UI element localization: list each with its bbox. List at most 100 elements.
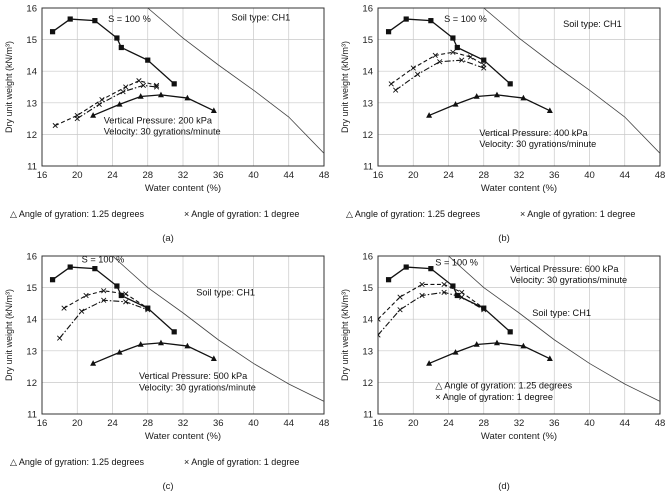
series-line-2 bbox=[54, 80, 157, 127]
saturation-line bbox=[483, 8, 660, 154]
series-line-3 bbox=[76, 84, 157, 120]
data-point-triangle bbox=[116, 101, 123, 107]
data-point-cross bbox=[52, 122, 58, 129]
y-axis-label: Dry unit weight (kN/m³) bbox=[4, 289, 14, 381]
data-point-cross bbox=[61, 305, 67, 311]
panel-label: (c) bbox=[162, 481, 173, 492]
series-line-0 bbox=[52, 18, 175, 85]
data-point-triangle bbox=[452, 101, 459, 107]
y-tick-label: 11 bbox=[27, 162, 37, 173]
data-point-cross bbox=[136, 78, 142, 84]
panel-label: (b) bbox=[498, 233, 510, 244]
data-point-square bbox=[428, 266, 434, 272]
data-point-square bbox=[403, 264, 409, 270]
y-tick-label: 11 bbox=[27, 410, 37, 421]
data-point-cross bbox=[123, 84, 129, 90]
data-point-triangle bbox=[137, 341, 144, 347]
x-axis-label: Water content (%) bbox=[481, 183, 557, 194]
chart-panel-c: 16 20 24 28 32 36 40 44 48 11 12 13 14 15 16 Water cont… bbox=[0, 248, 336, 501]
series-line-2 bbox=[63, 290, 149, 309]
data-point-triangle bbox=[137, 93, 144, 99]
data-point-cross bbox=[419, 281, 425, 288]
y-tick-label: 12 bbox=[362, 130, 373, 141]
legend-cross-entry: × Angle of gyration: 1 degree bbox=[184, 209, 299, 219]
y-tick-label: 12 bbox=[26, 130, 37, 141]
data-point-cross bbox=[410, 65, 416, 71]
chart-svg: 16 20 24 28 32 36 40 44 48 11 12 13 14 15 16 Water cont… bbox=[4, 4, 330, 245]
x-tick-label: 40 bbox=[584, 170, 595, 181]
data-point-square bbox=[171, 81, 177, 87]
data-point-cross bbox=[140, 82, 146, 89]
y-axis-label: Dry unit weight (kN/m³) bbox=[4, 41, 14, 133]
annotation-text: Vertical Pressure: 400 kPa bbox=[479, 128, 588, 138]
y-tick-label: 11 bbox=[363, 162, 373, 173]
y-axis-label: Dry unit weight (kN/m³) bbox=[340, 289, 350, 381]
x-tick-label: 36 bbox=[549, 418, 560, 429]
data-point-square bbox=[67, 264, 73, 270]
annotation-text: Velocity: 30 gyrations/minute bbox=[479, 139, 596, 149]
data-point-cross bbox=[99, 97, 105, 103]
data-point-cross bbox=[450, 49, 456, 55]
series-line-3 bbox=[378, 291, 485, 336]
y-tick-label: 15 bbox=[362, 283, 373, 294]
data-point-square bbox=[114, 35, 120, 41]
chart-panel-b: 16 20 24 28 32 36 40 44 48 11 12 13 14 15 16 Water cont… bbox=[336, 0, 672, 253]
chart-panel-d: 16 20 24 28 32 36 40 44 48 11 12 13 14 15 16 Water cont… bbox=[336, 248, 672, 501]
x-tick-label: 48 bbox=[319, 418, 330, 429]
x-tick-label: 16 bbox=[373, 170, 384, 181]
annotation-text: S = 100 % bbox=[435, 257, 478, 267]
data-point-cross bbox=[459, 57, 465, 63]
x-tick-label: 28 bbox=[478, 170, 489, 181]
x-axis-label: Water content (%) bbox=[145, 431, 221, 442]
data-point-triangle bbox=[520, 342, 527, 349]
series-line-0 bbox=[388, 266, 511, 333]
data-point-cross bbox=[481, 307, 487, 313]
annotation-text: Velocity: 30 gyrations/minute bbox=[104, 126, 221, 136]
data-point-cross bbox=[388, 81, 394, 87]
annotation-text: Velocity: 30 gyrations/minute bbox=[510, 275, 627, 285]
plot-frame bbox=[41, 255, 325, 415]
legend-triangle-entry: △ Angle of gyration: 1.25 degrees bbox=[346, 209, 481, 219]
data-point-triangle bbox=[157, 91, 164, 98]
data-point-cross bbox=[393, 87, 399, 93]
x-tick-label: 16 bbox=[373, 418, 384, 429]
data-point-square bbox=[507, 81, 513, 87]
data-point-cross bbox=[96, 101, 102, 107]
y-tick-label: 14 bbox=[362, 67, 373, 78]
x-tick-label: 20 bbox=[72, 418, 83, 429]
x-tick-label: 32 bbox=[514, 418, 525, 429]
x-tick-label: 48 bbox=[319, 170, 330, 181]
y-tick-label: 14 bbox=[26, 315, 37, 326]
y-tick-label: 15 bbox=[26, 35, 37, 46]
annotation-text: Vertical Pressure: 600 kPa bbox=[510, 264, 619, 274]
data-point-square bbox=[67, 16, 73, 22]
data-point-cross bbox=[481, 65, 487, 71]
annotation-text: Vertical Pressure: 200 kPa bbox=[104, 115, 213, 125]
data-point-cross bbox=[459, 289, 465, 295]
data-point-triangle bbox=[493, 339, 500, 346]
y-tick-label: 13 bbox=[26, 346, 37, 357]
data-point-square bbox=[49, 29, 56, 35]
y-tick-label: 16 bbox=[26, 4, 37, 15]
data-point-cross bbox=[153, 84, 160, 90]
data-point-square bbox=[385, 277, 392, 283]
data-point-cross bbox=[79, 308, 85, 314]
data-point-square bbox=[450, 283, 456, 289]
x-tick-label: 20 bbox=[72, 170, 83, 181]
data-point-triangle bbox=[473, 93, 480, 99]
y-tick-label: 14 bbox=[362, 315, 373, 326]
data-point-cross bbox=[101, 288, 107, 294]
series-line-1 bbox=[428, 94, 551, 117]
data-point-square bbox=[118, 44, 124, 51]
data-point-cross bbox=[123, 291, 129, 297]
data-point-cross bbox=[145, 305, 151, 311]
annotation-text: △ Angle of gyration: 1.25 degrees bbox=[435, 381, 572, 391]
x-tick-label: 28 bbox=[478, 418, 489, 429]
y-tick-label: 14 bbox=[26, 67, 37, 78]
x-tick-label: 20 bbox=[408, 170, 419, 181]
data-point-triangle bbox=[546, 355, 553, 361]
data-point-cross bbox=[57, 335, 63, 341]
y-tick-label: 13 bbox=[362, 346, 373, 357]
data-point-triangle bbox=[426, 112, 433, 118]
panel-label: (a) bbox=[162, 233, 174, 244]
